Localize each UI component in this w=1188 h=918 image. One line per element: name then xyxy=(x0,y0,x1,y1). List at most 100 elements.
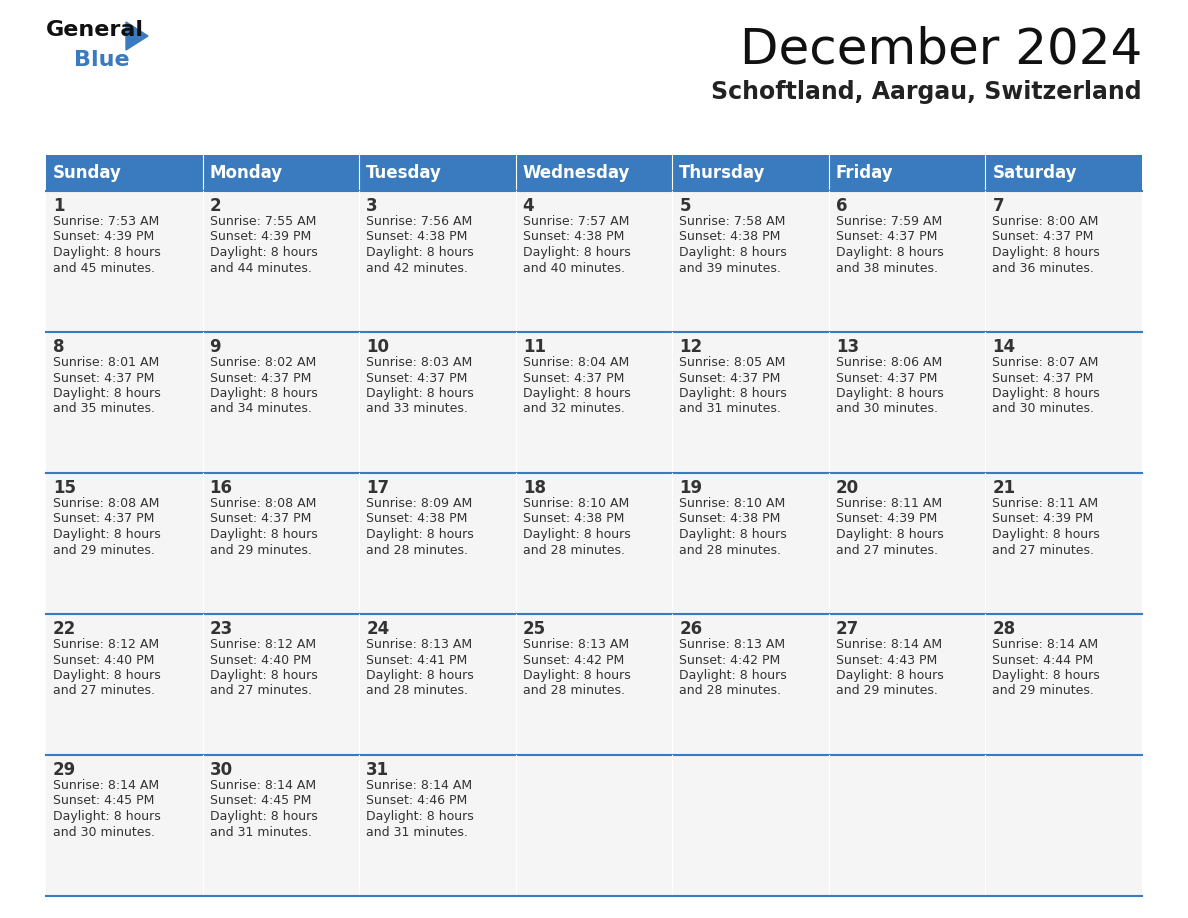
Bar xyxy=(516,332,672,473)
Text: 6: 6 xyxy=(836,197,847,215)
Text: 20: 20 xyxy=(836,479,859,497)
Text: Daylight: 8 hours: Daylight: 8 hours xyxy=(209,810,317,823)
Text: Sunrise: 8:01 AM: Sunrise: 8:01 AM xyxy=(53,356,159,369)
Text: and 29 minutes.: and 29 minutes. xyxy=(836,685,937,698)
Bar xyxy=(672,614,829,755)
Text: 9: 9 xyxy=(209,338,221,356)
Text: Sunset: 4:45 PM: Sunset: 4:45 PM xyxy=(209,794,311,808)
Text: and 27 minutes.: and 27 minutes. xyxy=(992,543,1094,556)
Text: and 32 minutes.: and 32 minutes. xyxy=(523,402,625,416)
Text: Wednesday: Wednesday xyxy=(523,164,630,182)
Bar xyxy=(359,155,516,191)
Polygon shape xyxy=(126,22,148,50)
Text: and 45 minutes.: and 45 minutes. xyxy=(53,262,154,274)
Text: and 29 minutes.: and 29 minutes. xyxy=(209,543,311,556)
Text: Sunset: 4:39 PM: Sunset: 4:39 PM xyxy=(836,512,937,525)
Text: Sunrise: 8:14 AM: Sunrise: 8:14 AM xyxy=(366,779,473,792)
Text: Saturday: Saturday xyxy=(992,164,1078,182)
Text: Sunrise: 8:13 AM: Sunrise: 8:13 AM xyxy=(680,638,785,651)
Text: and 34 minutes.: and 34 minutes. xyxy=(209,402,311,416)
Bar xyxy=(359,191,516,332)
Text: Daylight: 8 hours: Daylight: 8 hours xyxy=(209,387,317,400)
Bar xyxy=(672,473,829,614)
Bar xyxy=(516,473,672,614)
Text: Sunset: 4:42 PM: Sunset: 4:42 PM xyxy=(680,654,781,666)
Text: 22: 22 xyxy=(53,620,76,638)
Bar xyxy=(46,614,203,755)
Text: Sunset: 4:37 PM: Sunset: 4:37 PM xyxy=(680,372,781,385)
Bar xyxy=(359,473,516,614)
Text: Daylight: 8 hours: Daylight: 8 hours xyxy=(366,810,474,823)
Text: Daylight: 8 hours: Daylight: 8 hours xyxy=(523,669,631,682)
Bar xyxy=(46,155,203,191)
Text: Sunrise: 7:57 AM: Sunrise: 7:57 AM xyxy=(523,215,630,228)
Bar xyxy=(985,155,1142,191)
Text: Daylight: 8 hours: Daylight: 8 hours xyxy=(680,669,786,682)
Text: Daylight: 8 hours: Daylight: 8 hours xyxy=(366,528,474,541)
Text: 26: 26 xyxy=(680,620,702,638)
Text: Sunrise: 8:13 AM: Sunrise: 8:13 AM xyxy=(523,638,628,651)
Text: and 28 minutes.: and 28 minutes. xyxy=(366,543,468,556)
Text: and 27 minutes.: and 27 minutes. xyxy=(209,685,311,698)
Bar xyxy=(985,755,1142,896)
Text: Sunrise: 8:08 AM: Sunrise: 8:08 AM xyxy=(53,497,159,510)
Text: 7: 7 xyxy=(992,197,1004,215)
Text: 4: 4 xyxy=(523,197,535,215)
Bar xyxy=(203,473,359,614)
Bar xyxy=(829,155,985,191)
Bar xyxy=(672,332,829,473)
Text: and 27 minutes.: and 27 minutes. xyxy=(836,543,937,556)
Text: Sunrise: 8:04 AM: Sunrise: 8:04 AM xyxy=(523,356,628,369)
Text: and 31 minutes.: and 31 minutes. xyxy=(680,402,782,416)
Text: Sunset: 4:41 PM: Sunset: 4:41 PM xyxy=(366,654,467,666)
Text: Daylight: 8 hours: Daylight: 8 hours xyxy=(523,387,631,400)
Text: Daylight: 8 hours: Daylight: 8 hours xyxy=(53,669,160,682)
Text: Daylight: 8 hours: Daylight: 8 hours xyxy=(209,246,317,259)
Text: 16: 16 xyxy=(209,479,233,497)
Text: and 29 minutes.: and 29 minutes. xyxy=(53,543,154,556)
Text: Sunrise: 8:03 AM: Sunrise: 8:03 AM xyxy=(366,356,473,369)
Text: 25: 25 xyxy=(523,620,545,638)
Text: Sunrise: 7:55 AM: Sunrise: 7:55 AM xyxy=(209,215,316,228)
Text: Sunrise: 8:05 AM: Sunrise: 8:05 AM xyxy=(680,356,785,369)
Bar xyxy=(203,614,359,755)
Text: 23: 23 xyxy=(209,620,233,638)
Text: December 2024: December 2024 xyxy=(740,25,1142,73)
Text: Sunset: 4:37 PM: Sunset: 4:37 PM xyxy=(836,372,937,385)
Bar xyxy=(516,191,672,332)
Text: Daylight: 8 hours: Daylight: 8 hours xyxy=(680,528,786,541)
Bar xyxy=(829,755,985,896)
Text: 10: 10 xyxy=(366,338,390,356)
Text: Sunset: 4:44 PM: Sunset: 4:44 PM xyxy=(992,654,1094,666)
Text: Sunset: 4:38 PM: Sunset: 4:38 PM xyxy=(680,230,781,243)
Text: Daylight: 8 hours: Daylight: 8 hours xyxy=(992,669,1100,682)
Text: Sunrise: 7:59 AM: Sunrise: 7:59 AM xyxy=(836,215,942,228)
Text: Sunrise: 8:11 AM: Sunrise: 8:11 AM xyxy=(992,497,1099,510)
Text: 15: 15 xyxy=(53,479,76,497)
Text: Sunset: 4:46 PM: Sunset: 4:46 PM xyxy=(366,794,467,808)
Text: Daylight: 8 hours: Daylight: 8 hours xyxy=(53,810,160,823)
Text: Daylight: 8 hours: Daylight: 8 hours xyxy=(53,528,160,541)
Text: 11: 11 xyxy=(523,338,545,356)
Text: and 28 minutes.: and 28 minutes. xyxy=(523,685,625,698)
Text: Sunrise: 8:14 AM: Sunrise: 8:14 AM xyxy=(992,638,1099,651)
Bar xyxy=(203,332,359,473)
Bar xyxy=(46,332,203,473)
Bar xyxy=(46,473,203,614)
Text: 17: 17 xyxy=(366,479,390,497)
Bar xyxy=(516,755,672,896)
Text: Sunset: 4:37 PM: Sunset: 4:37 PM xyxy=(992,230,1094,243)
Bar xyxy=(672,755,829,896)
Text: and 30 minutes.: and 30 minutes. xyxy=(53,825,154,838)
Text: Daylight: 8 hours: Daylight: 8 hours xyxy=(53,387,160,400)
Bar xyxy=(829,614,985,755)
Text: Sunrise: 7:53 AM: Sunrise: 7:53 AM xyxy=(53,215,159,228)
Text: Tuesday: Tuesday xyxy=(366,164,442,182)
Text: Sunrise: 8:00 AM: Sunrise: 8:00 AM xyxy=(992,215,1099,228)
Text: and 30 minutes.: and 30 minutes. xyxy=(992,402,1094,416)
Bar xyxy=(985,332,1142,473)
Text: and 44 minutes.: and 44 minutes. xyxy=(209,262,311,274)
Text: Daylight: 8 hours: Daylight: 8 hours xyxy=(992,246,1100,259)
Text: 14: 14 xyxy=(992,338,1016,356)
Text: and 30 minutes.: and 30 minutes. xyxy=(836,402,937,416)
